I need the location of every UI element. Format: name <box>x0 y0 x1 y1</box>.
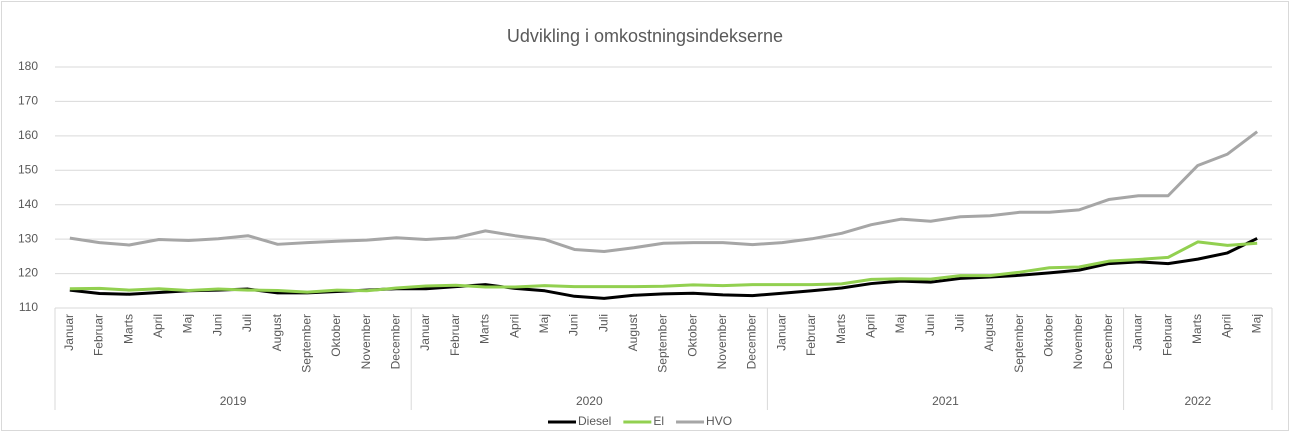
y-tick-label: 170 <box>18 94 38 108</box>
group-label: 2021 <box>932 394 959 408</box>
x-tick-label: August <box>626 313 640 351</box>
x-tick-label: Juni <box>210 314 224 336</box>
x-tick-label: December <box>1101 314 1115 369</box>
x-tick-label: April <box>1220 314 1234 338</box>
x-tick-label: Juli <box>596 314 610 332</box>
y-tick-label: 130 <box>18 231 38 245</box>
x-tick-label: Maj <box>893 314 907 333</box>
y-tick-label: 140 <box>18 197 38 211</box>
chart-title: Udvikling i omkostningsindekserne <box>507 26 783 46</box>
x-tick-label: Juli <box>953 314 967 332</box>
x-tick-label: Maj <box>1249 314 1263 333</box>
x-tick-label: Maj <box>181 314 195 333</box>
x-tick-label: Oktober <box>1042 314 1056 357</box>
x-tick-label: April <box>507 314 521 338</box>
y-tick-label: 160 <box>18 128 38 142</box>
x-tick-label: Januar <box>774 314 788 351</box>
group-label: 2022 <box>1184 394 1211 408</box>
x-tick-label: April <box>151 314 165 338</box>
y-tick-label: 120 <box>18 266 38 280</box>
x-tick-label: September <box>1012 314 1026 373</box>
x-tick-label: Februar <box>92 314 106 356</box>
x-tick-label: September <box>656 314 670 373</box>
series-line <box>69 130 1259 254</box>
x-tick-label: Juni <box>567 314 581 336</box>
x-tick-label: November <box>359 314 373 369</box>
series-line <box>69 240 1258 294</box>
x-tick-label: Marts <box>478 314 492 344</box>
x-tick-label: Juli <box>240 314 254 332</box>
x-tick-label: Marts <box>1190 314 1204 344</box>
x-tick-label: Januar <box>1131 314 1145 351</box>
x-tick-label: April <box>863 314 877 338</box>
x-tick-label: Februar <box>1160 314 1174 356</box>
x-tick-label: Februar <box>804 314 818 356</box>
x-tick-label: Oktober <box>329 314 343 357</box>
x-tick-label: Februar <box>448 314 462 356</box>
x-tick-label: Marts <box>834 314 848 344</box>
x-tick-label: August <box>982 313 996 351</box>
x-tick-label: Januar <box>418 314 432 351</box>
x-tick-label: November <box>715 314 729 369</box>
y-tick-label: 180 <box>18 59 38 73</box>
x-tick-label: November <box>1071 314 1085 369</box>
legend-label: Diesel <box>578 414 611 428</box>
group-label: 2019 <box>220 394 247 408</box>
x-tick-label: December <box>745 314 759 369</box>
x-tick-label: December <box>389 314 403 369</box>
x-tick-label: Juni <box>923 314 937 336</box>
x-tick-label: Maj <box>537 314 551 333</box>
y-tick-label: 110 <box>19 300 38 314</box>
y-tick-label: 150 <box>18 162 38 176</box>
x-tick-label: Oktober <box>685 314 699 357</box>
legend-label: HVO <box>706 414 732 428</box>
group-label: 2020 <box>576 394 603 408</box>
x-tick-label: Marts <box>121 314 135 344</box>
x-tick-label: September <box>299 314 313 373</box>
legend-label: El <box>653 414 664 428</box>
x-tick-label: August <box>270 313 284 351</box>
x-tick-label: Januar <box>62 314 76 351</box>
